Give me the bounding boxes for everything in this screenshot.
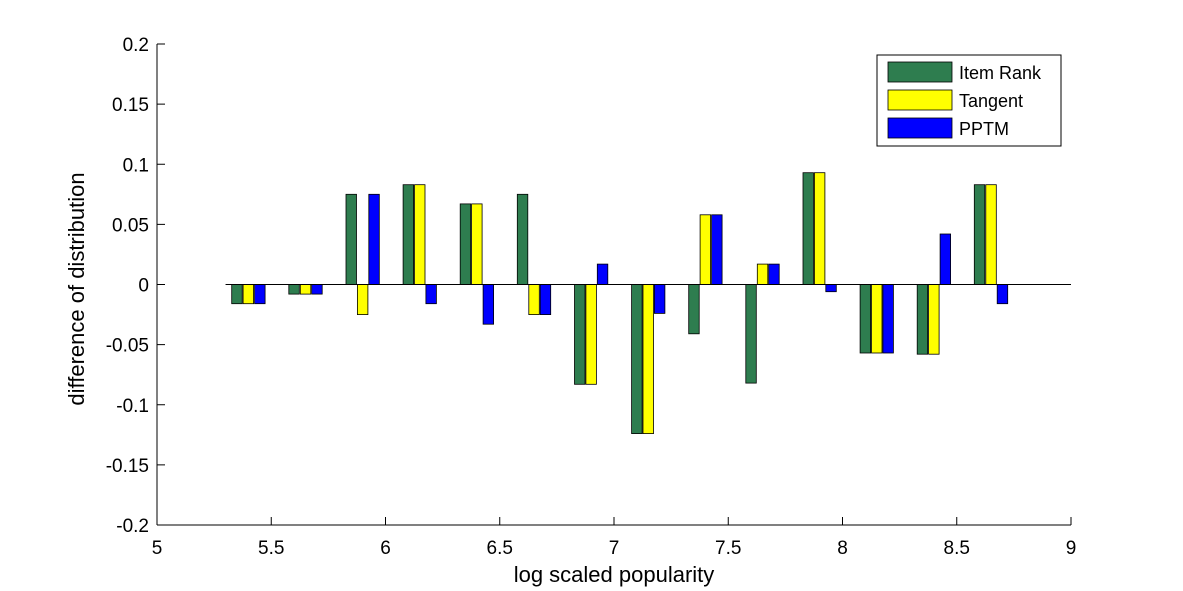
bar-tangent-13 — [985, 184, 997, 285]
y-tick-label: -0.05 — [106, 336, 149, 357]
legend-swatch-0 — [887, 61, 953, 83]
bar-item-rank-13 — [973, 184, 986, 285]
bar-pptm-6 — [596, 263, 609, 285]
y-tick-label: -0.1 — [116, 396, 149, 417]
bar-pptm-9 — [768, 263, 780, 285]
bar-tangent-2 — [356, 284, 369, 316]
legend-swatch-1 — [887, 89, 953, 111]
bar-pptm-4 — [482, 284, 495, 325]
bar-tangent-7 — [642, 284, 654, 435]
bar-item-rank-0 — [231, 284, 243, 305]
bar-item-rank-5 — [516, 193, 529, 285]
bar-item-rank-4 — [459, 203, 472, 285]
bar-item-rank-3 — [402, 184, 415, 285]
bar-pptm-11 — [882, 284, 894, 354]
bar-item-rank-1 — [288, 284, 300, 295]
legend-label-2: PPTM — [959, 119, 1009, 139]
y-tick-label: 0.1 — [123, 155, 149, 176]
bar-pptm-1 — [311, 284, 323, 295]
x-tick-label: 8 — [837, 538, 848, 559]
bar-tangent-0 — [242, 284, 255, 305]
bar-pptm-5 — [539, 284, 552, 316]
bar-tangent-10 — [814, 172, 826, 285]
y-tick-label: 0 — [138, 276, 149, 297]
bars-layer — [231, 172, 1009, 435]
x-tick-label: 7.5 — [715, 538, 741, 559]
bar-tangent-9 — [756, 263, 769, 285]
bar-item-rank-8 — [688, 284, 700, 335]
legend: Item Rank Tangent PPTM — [876, 54, 1062, 147]
x-tick-label: 5 — [152, 538, 163, 559]
legend-label-0: Item Rank — [959, 63, 1042, 83]
bar-item-rank-2 — [345, 193, 357, 285]
x-tick-label: 6 — [380, 538, 391, 559]
bar-tangent-1 — [299, 284, 312, 295]
bar-item-rank-11 — [859, 284, 871, 354]
y-tick-label: -0.15 — [106, 456, 149, 477]
bar-tangent-3 — [414, 184, 426, 285]
bar-pptm-13 — [996, 284, 1009, 305]
bar-item-rank-6 — [574, 284, 586, 385]
y-tick-label: 0.05 — [112, 215, 149, 236]
bar-item-rank-9 — [745, 284, 757, 384]
y-tick-label: 0.15 — [112, 95, 149, 116]
y-axis-ticks: -0.2 -0.15 -0.1 -0.05 0 0.05 0.1 0.15 0.2 — [106, 35, 165, 537]
bar-tangent-6 — [585, 284, 597, 385]
bar-tangent-12 — [928, 284, 940, 355]
bar-tangent-5 — [528, 284, 540, 316]
bar-item-rank-12 — [916, 284, 929, 355]
bar-tangent-11 — [871, 284, 883, 354]
y-tick-label: -0.2 — [116, 516, 149, 537]
bar-tangent-4 — [471, 203, 483, 285]
bar-item-rank-7 — [631, 284, 643, 435]
bar-item-rank-10 — [802, 172, 814, 285]
x-tick-label: 9 — [1066, 538, 1077, 559]
bar-pptm-0 — [254, 284, 266, 305]
x-tick-label: 7 — [609, 538, 620, 559]
legend-swatch-2 — [887, 117, 953, 139]
legend-label-1: Tangent — [959, 91, 1023, 111]
x-tick-label: 8.5 — [944, 538, 970, 559]
x-axis-ticks: 5 5.5 6 6.5 7 7.5 8 8.5 9 — [152, 517, 1077, 559]
bar-pptm-10 — [825, 284, 837, 293]
x-tick-label: 5.5 — [258, 538, 284, 559]
bar-tangent-8 — [699, 214, 711, 285]
y-axis-title: difference of distribution — [64, 172, 89, 405]
x-tick-label: 6.5 — [487, 538, 513, 559]
bar-pptm-12 — [939, 233, 951, 285]
x-axis-title: log scaled popularity — [514, 562, 715, 587]
bar-pptm-7 — [654, 284, 666, 314]
bar-pptm-2 — [368, 193, 380, 285]
bar-pptm-8 — [711, 214, 723, 285]
bar-pptm-3 — [425, 284, 437, 305]
y-tick-label: 0.2 — [123, 35, 149, 56]
